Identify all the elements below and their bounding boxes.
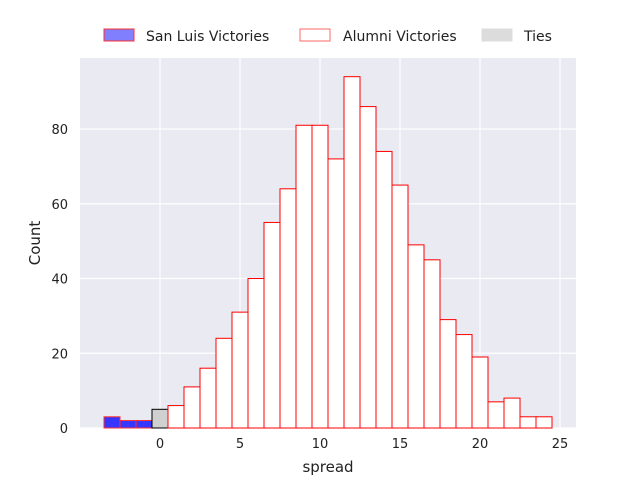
bar-alumni [215,337,233,429]
bar-alumni [375,150,393,429]
x-tick-label: 10 [312,437,329,452]
bar-alumni [391,184,409,429]
bar-alumni [263,221,281,429]
x-tick-label: 5 [236,437,244,452]
x-tick-label: 15 [392,437,409,452]
bar-alumni [487,401,505,429]
bar-alumni [503,397,521,429]
x-axis-label: spread [302,458,353,476]
bar-alumni [279,188,297,429]
bar-alumni [359,106,377,429]
y-tick-label: 0 [60,422,68,437]
bar-alumni [455,334,473,429]
histogram-bars [103,76,553,429]
legend: San Luis Victories Alumni Victories Ties [103,28,552,45]
bar-alumni [247,278,265,429]
bar-alumni [311,124,329,429]
y-tick-label: 20 [51,347,68,362]
y-axis-label: Count [26,221,44,266]
bar-alumni [183,386,201,429]
bar-alumni [199,367,217,429]
legend-swatch-san-luis [103,28,135,42]
bar-alumni [439,319,457,429]
bar-alumni [167,405,185,429]
bar-ties [151,408,169,429]
bar-san_luis [103,416,121,429]
bar-san_luis [135,420,153,429]
x-tick-label: 20 [472,437,489,452]
bar-san_luis [119,420,137,429]
bar-alumni [407,244,425,429]
bar-alumni [295,124,313,429]
y-tick-label: 40 [51,273,68,288]
legend-label-alumni: Alumni Victories [343,29,457,45]
bar-alumni [343,76,361,429]
y-tick-label: 60 [51,198,68,213]
x-axis-ticks: 0 5 10 15 20 25 [156,437,568,452]
legend-label-ties: Ties [523,29,552,45]
bar-alumni [471,356,489,429]
legend-label-san-luis: San Luis Victories [146,29,269,45]
bar-alumni [535,416,553,429]
y-axis-ticks: 0 20 40 60 80 [51,123,68,437]
x-tick-label: 25 [552,437,569,452]
x-tick-label: 0 [156,437,164,452]
y-tick-label: 80 [51,123,68,138]
bar-alumni [519,416,537,429]
legend-swatch-alumni [299,28,331,42]
bar-alumni [423,259,441,429]
bar-alumni [327,158,345,429]
bar-alumni [231,311,249,429]
legend-swatch-ties [481,28,513,42]
